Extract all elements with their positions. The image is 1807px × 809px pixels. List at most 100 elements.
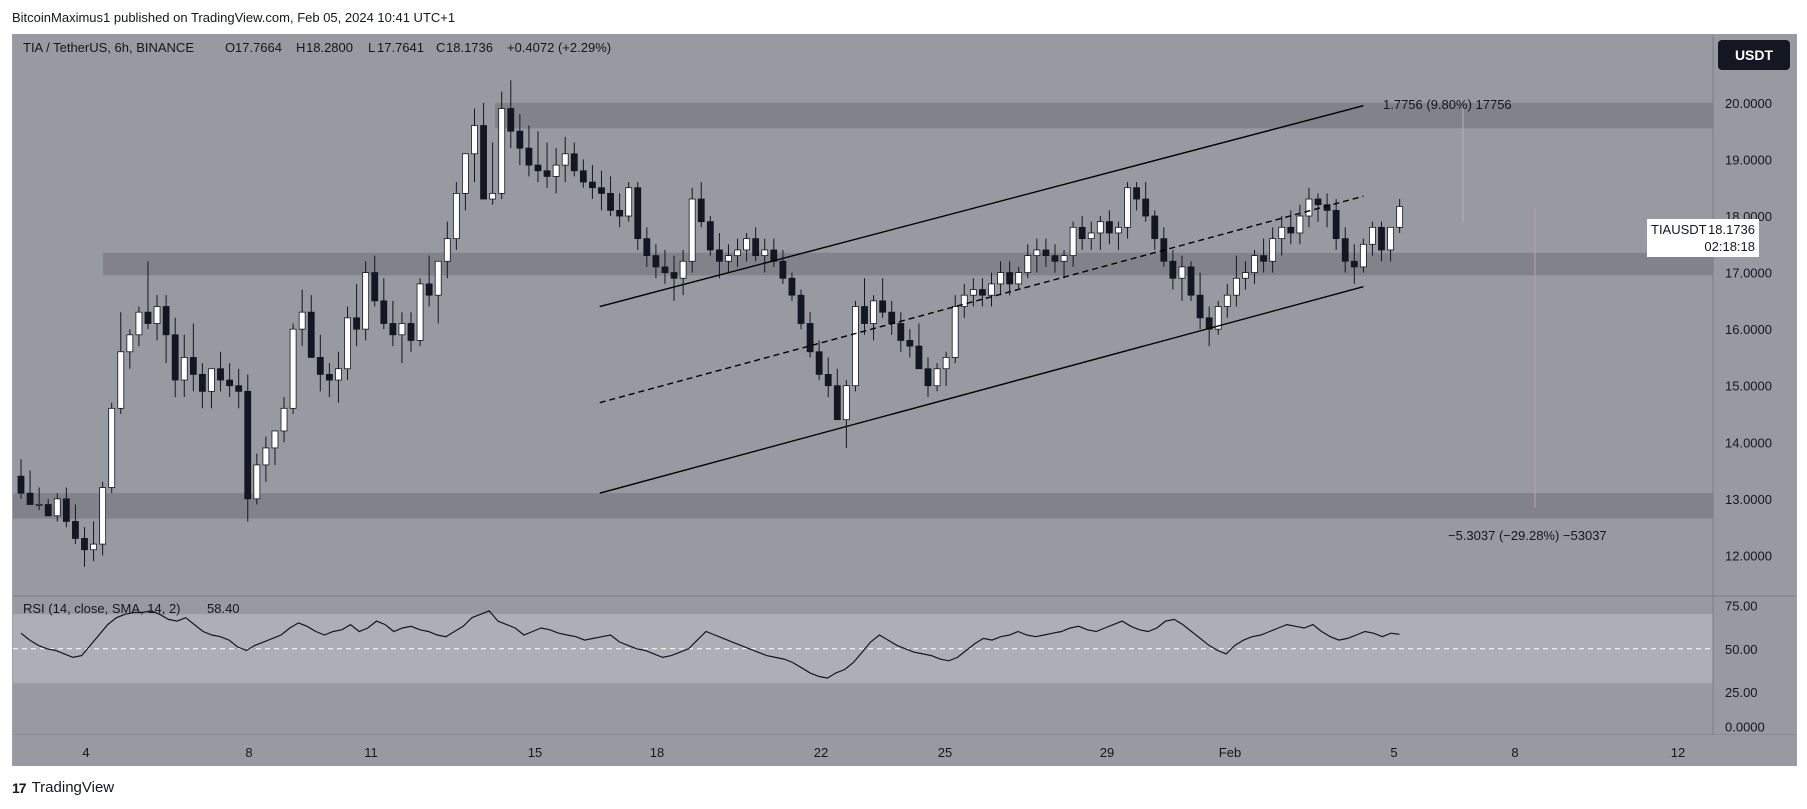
candle-up	[1096, 221, 1104, 234]
candle-up	[153, 306, 161, 324]
candle-down	[162, 306, 170, 336]
candle-down	[715, 249, 723, 262]
rsi-axis-labels: 75.00 50.00 25.00 0.0000	[1725, 599, 1765, 735]
close-label: C	[436, 40, 445, 55]
candle-down	[1332, 209, 1340, 240]
price-axis[interactable]	[1713, 35, 1796, 735]
candle-down	[1133, 187, 1141, 200]
candle-down	[888, 311, 896, 324]
candle-down	[1042, 249, 1050, 257]
candle-down	[307, 311, 315, 358]
candle-up	[462, 153, 469, 194]
candle-up	[969, 289, 977, 296]
candle-up	[1024, 255, 1032, 273]
candle-down	[670, 272, 678, 279]
candle-down	[979, 289, 986, 296]
candle-up	[362, 272, 370, 330]
candle-down	[1151, 215, 1159, 240]
candle-up	[180, 357, 188, 381]
chart-frame[interactable]: TIA / TetherUS, 6h, BINANCE O 17.7664 H …	[12, 34, 1797, 766]
x-tick-label: 18	[650, 745, 664, 760]
y-tick-label: 17.0000	[1725, 266, 1772, 281]
candle-down	[316, 357, 324, 375]
candle-down	[1106, 221, 1113, 234]
candle-down	[516, 130, 524, 149]
open-label: O	[225, 40, 235, 55]
candle-up	[552, 164, 560, 177]
candle-down	[407, 323, 415, 341]
rsi-tick-label: 50.00	[1725, 642, 1758, 657]
high-value: 18.2800	[306, 40, 353, 55]
zone-2	[13, 493, 1713, 519]
candle-up	[1069, 226, 1077, 257]
candle-up	[452, 192, 460, 240]
candle-down	[634, 187, 642, 240]
candle-up	[253, 464, 261, 500]
candle-down	[1051, 255, 1059, 262]
tradingview-brand[interactable]: 17 TradingView	[12, 779, 114, 796]
y-tick-label: 15.0000	[1725, 379, 1772, 394]
x-tick-label: 22	[814, 745, 828, 760]
candle-down	[579, 170, 587, 183]
candle-down	[235, 385, 243, 392]
close-value: 18.1736	[446, 40, 493, 55]
candle-up	[960, 294, 968, 307]
candle-down	[1205, 317, 1213, 330]
rsi-tick-label: 75.00	[1725, 599, 1758, 614]
candle-up	[1242, 272, 1249, 279]
candle-up	[443, 238, 451, 262]
candle-up	[1214, 306, 1222, 330]
channel-middle_dashed	[599, 195, 1364, 404]
zone-0	[495, 102, 1713, 129]
candle-down	[244, 390, 252, 500]
candle-down	[62, 498, 70, 522]
y-tick-label: 12.0000	[1725, 548, 1772, 563]
candle-down	[507, 108, 515, 132]
change-value: +0.4072 (+2.29%)	[507, 40, 611, 55]
ascending-channel	[599, 105, 1364, 494]
price-tag-ticker: TIAUSDT	[1651, 222, 1707, 237]
candle-down	[779, 260, 787, 279]
candle-down	[1142, 198, 1150, 217]
y-tick-label: 13.0000	[1725, 492, 1772, 507]
candle-down	[915, 345, 923, 370]
candle-up	[1269, 238, 1277, 262]
candle-down	[806, 323, 814, 353]
candle-down	[897, 323, 905, 341]
candle-up	[1296, 215, 1304, 234]
x-axis-labels: 4 8 11 15 18 22 25 29 Feb 5 8 12	[82, 745, 1685, 760]
candle-up	[1115, 226, 1122, 234]
x-tick-label: Feb	[1219, 745, 1241, 760]
rsi-tick-label: 0.0000	[1725, 719, 1765, 734]
x-tick-label: 25	[938, 745, 952, 760]
measure-upper-label: 1.7756 (9.80%) 17756	[1383, 97, 1512, 112]
candle-up	[951, 306, 959, 358]
price-tag-countdown: 02:18:18	[1704, 239, 1755, 254]
candle-down	[797, 294, 805, 324]
candle-up	[1033, 249, 1041, 257]
candle-up	[1396, 205, 1404, 228]
candle-up	[1359, 243, 1367, 268]
candle-up	[743, 238, 750, 251]
candle-down	[1350, 260, 1358, 268]
candle-down	[643, 238, 651, 257]
candle-down	[815, 351, 823, 375]
candle-down	[1169, 260, 1177, 279]
candle-up	[1087, 232, 1095, 240]
chart-svg[interactable]: TIA / TetherUS, 6h, BINANCE O 17.7664 H …	[13, 35, 1796, 765]
currency-button[interactable]: USDT	[1718, 40, 1790, 70]
candle-down	[217, 368, 224, 381]
candle-up	[335, 368, 342, 381]
candle-down	[81, 538, 88, 551]
candle-down	[371, 272, 379, 302]
candle-up	[1015, 272, 1023, 285]
candle-up	[942, 357, 950, 370]
candle-down	[44, 504, 52, 517]
candle-up	[1060, 255, 1068, 262]
candle-down	[1006, 272, 1014, 285]
y-tick-label: 19.0000	[1725, 152, 1772, 167]
candle-up	[997, 272, 1004, 285]
candle-up	[489, 192, 497, 200]
y-tick-label: 20.0000	[1725, 96, 1772, 111]
time-axis[interactable]	[13, 735, 1796, 765]
